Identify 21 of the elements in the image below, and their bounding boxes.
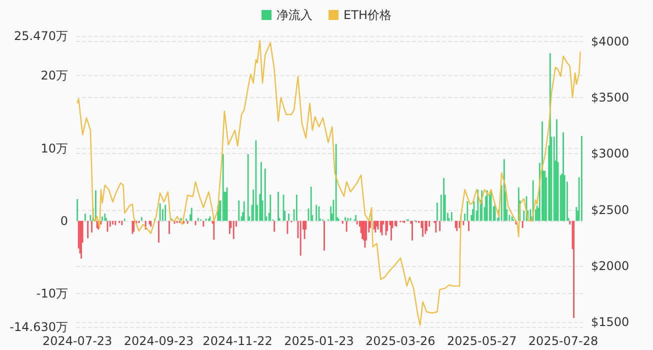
x-tick-label: 2024-11-22: [202, 334, 272, 348]
y2-tick-label: $3500: [591, 90, 630, 105]
x-tick-label: 2024-09-23: [124, 334, 194, 348]
y-tick-label: -10万: [36, 286, 68, 300]
y-tick-label: 20万: [40, 68, 68, 83]
y2-tick-label: $4000: [591, 34, 630, 49]
y2-tick-label: $1500: [591, 314, 630, 329]
legend-label: ETH价格: [344, 8, 392, 22]
y-tick-label: 25.470万: [14, 29, 68, 43]
x-tick-label: 2025-05-27: [446, 334, 517, 348]
y2-tick-label: $3000: [591, 146, 630, 161]
x-tick-label: 2025-07-28: [528, 334, 598, 348]
x-tick-label: 2024-07-23: [42, 334, 112, 348]
x-tick-label: 2025-01-23: [284, 334, 354, 348]
legend-label: 净流入: [276, 8, 313, 22]
x-tick-label: 2025-03-26: [366, 334, 436, 348]
y-tick-label: -14.630万: [10, 320, 68, 334]
y-tick-label: 0: [60, 214, 68, 228]
y2-tick-label: $2500: [591, 202, 630, 217]
y2-tick-label: $2000: [591, 258, 630, 273]
y-tick-label: 10万: [40, 141, 68, 156]
